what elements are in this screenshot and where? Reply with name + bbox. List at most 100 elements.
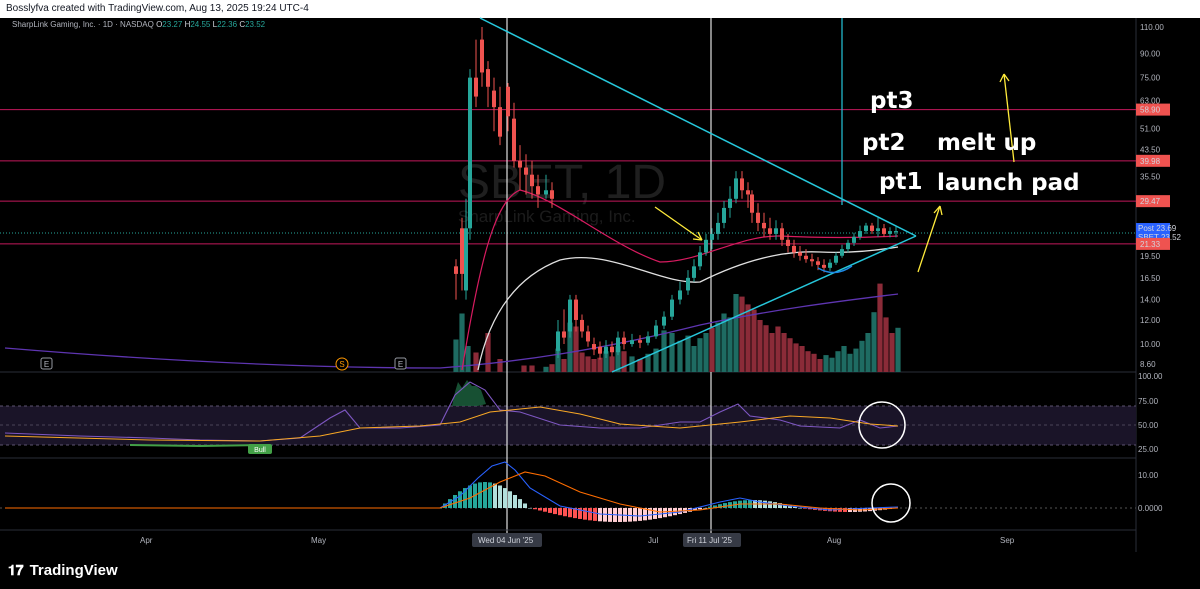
macd-bar bbox=[583, 508, 587, 520]
price-tick: 43.50 bbox=[1140, 146, 1161, 155]
macd-bar bbox=[468, 485, 472, 508]
volume-bar bbox=[573, 326, 579, 372]
trendline-lower[interactable] bbox=[611, 235, 917, 373]
candle bbox=[876, 217, 880, 237]
volume-bar bbox=[597, 357, 603, 372]
macd-bar bbox=[628, 508, 632, 522]
price-tick: 35.50 bbox=[1140, 173, 1161, 182]
macd-bar bbox=[458, 491, 462, 508]
macd-bar bbox=[563, 508, 567, 517]
event-marker-e2[interactable]: E bbox=[394, 357, 407, 370]
yellow-arrow-meltup[interactable] bbox=[999, 73, 1015, 163]
volume-bar bbox=[859, 340, 865, 372]
rsi-tick-75: 75.00 bbox=[1138, 397, 1159, 406]
macd-bar bbox=[483, 482, 487, 508]
candle bbox=[852, 232, 856, 246]
anno-pt1: pt1 bbox=[879, 169, 922, 195]
macd-bar bbox=[548, 508, 552, 513]
rsi-ma bbox=[4, 406, 899, 442]
candle bbox=[592, 337, 596, 356]
price-tick: 63.00 bbox=[1140, 97, 1161, 106]
ohlc-h: H24.55 bbox=[184, 20, 211, 29]
level-price-label: 58.90 bbox=[1136, 103, 1170, 116]
candle bbox=[864, 222, 868, 234]
macd-bar bbox=[493, 483, 497, 508]
candle bbox=[630, 333, 634, 347]
candle bbox=[870, 222, 874, 234]
macd-bar bbox=[663, 508, 667, 518]
rsi-circle[interactable] bbox=[858, 401, 906, 449]
volume-bar bbox=[543, 366, 549, 372]
time-highlight-jul11[interactable]: Fri 11 Jul '25 bbox=[683, 533, 741, 547]
volume-bar bbox=[603, 351, 609, 372]
volume-bar bbox=[895, 327, 901, 372]
volume-bar bbox=[763, 325, 769, 372]
macd-bar bbox=[638, 508, 642, 521]
price-tick: 19.50 bbox=[1140, 252, 1161, 261]
tradingview-brand[interactable]: 𝟏𝟕 TradingView bbox=[8, 562, 118, 579]
macd-bar bbox=[768, 501, 772, 508]
volume-bar bbox=[453, 339, 459, 372]
macd-bar bbox=[803, 508, 807, 509]
candle bbox=[480, 27, 484, 87]
rsi-tick-25: 25.00 bbox=[1138, 445, 1159, 454]
cup-curve[interactable] bbox=[817, 265, 853, 274]
macd-bar bbox=[778, 503, 782, 508]
yellow-arrow-left[interactable] bbox=[654, 206, 703, 241]
macd-bar bbox=[843, 508, 847, 512]
volume-bar bbox=[653, 348, 659, 372]
trendline-upper[interactable] bbox=[479, 17, 917, 237]
yellow-arrow-launch[interactable] bbox=[917, 205, 943, 273]
macd-bar bbox=[653, 508, 657, 519]
candle bbox=[716, 212, 720, 240]
candle bbox=[792, 239, 796, 258]
time-tick-jul: Jul bbox=[648, 536, 658, 545]
candle bbox=[580, 314, 584, 338]
macd-bar bbox=[783, 504, 787, 508]
macd-bar bbox=[593, 508, 597, 521]
candle bbox=[474, 39, 478, 108]
candle bbox=[804, 249, 808, 263]
ohlc-o: O23.27 bbox=[156, 20, 183, 29]
candle bbox=[704, 233, 708, 256]
anno-pt3: pt3 bbox=[870, 88, 913, 114]
candle bbox=[610, 341, 614, 357]
volume-bar bbox=[787, 338, 793, 372]
candle bbox=[774, 220, 778, 240]
macd-bar bbox=[533, 508, 537, 510]
macd-bar bbox=[573, 508, 577, 519]
anno-melt-up: melt up bbox=[937, 130, 1036, 156]
volume-bar bbox=[561, 359, 567, 372]
event-marker-e1[interactable]: E bbox=[40, 357, 53, 370]
candle bbox=[524, 154, 528, 195]
volume-bar bbox=[621, 351, 627, 372]
candle bbox=[768, 217, 772, 240]
price-tick: 8.60 bbox=[1140, 360, 1156, 369]
candle bbox=[498, 86, 502, 146]
candle bbox=[710, 228, 714, 250]
event-marker-s[interactable]: S bbox=[335, 357, 349, 371]
volume-bar bbox=[757, 320, 763, 372]
candle bbox=[740, 171, 744, 199]
volume-bar bbox=[567, 322, 573, 372]
macd-bar bbox=[448, 499, 452, 508]
volume-bar bbox=[871, 312, 877, 372]
volume-bar bbox=[847, 353, 853, 372]
macd-bar bbox=[793, 506, 797, 508]
candle bbox=[654, 319, 658, 339]
ma-purple bbox=[4, 293, 899, 369]
svg-text:Post 23.69: Post 23.69 bbox=[1138, 224, 1177, 233]
volume-bar bbox=[853, 348, 859, 372]
candle bbox=[670, 294, 674, 320]
volume-bar bbox=[811, 353, 817, 372]
candle bbox=[536, 174, 540, 208]
candle bbox=[616, 331, 620, 356]
time-highlight-jun04[interactable]: Wed 04 Jun '25 bbox=[472, 533, 542, 547]
header-text: Bosslyfva created with TradingView.com, … bbox=[6, 3, 309, 14]
macd-bar bbox=[503, 488, 507, 508]
macd-circle[interactable] bbox=[871, 483, 911, 523]
macd-bar bbox=[788, 505, 792, 508]
volume-bar bbox=[555, 348, 561, 372]
volume-bar bbox=[591, 359, 597, 372]
